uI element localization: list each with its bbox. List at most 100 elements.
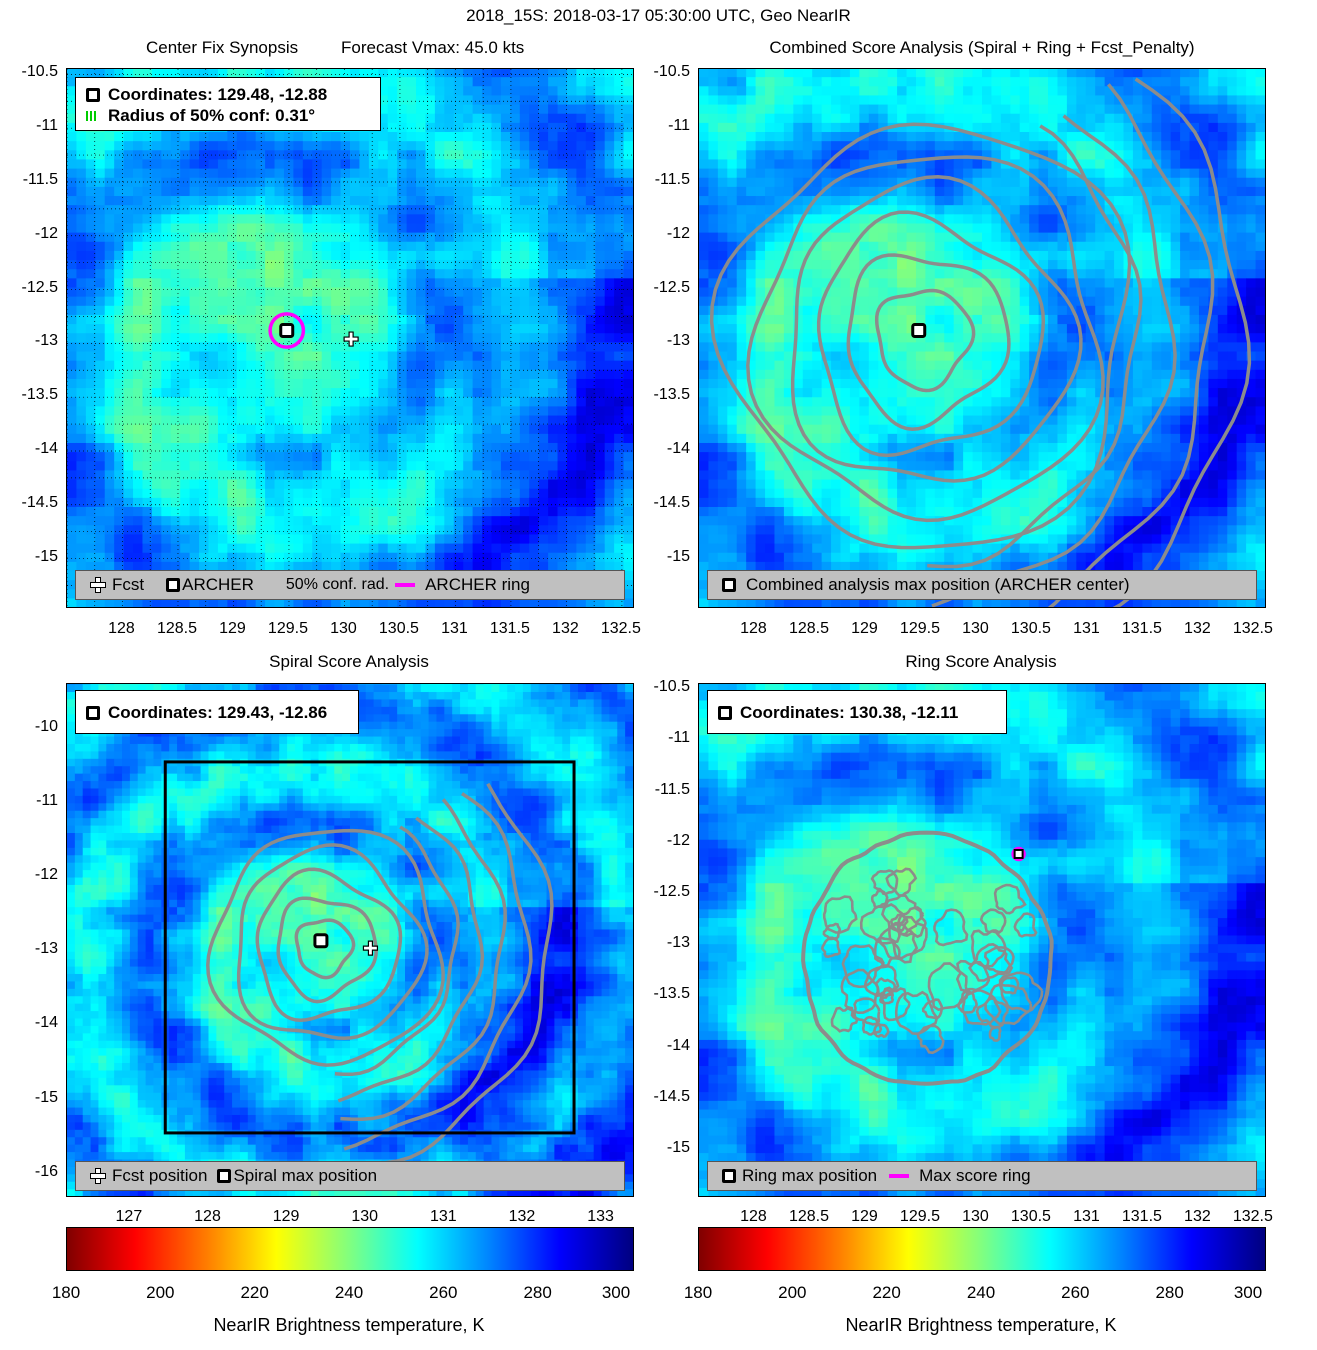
heatmap-cell	[114, 305, 125, 315]
heatmap-cell	[519, 314, 530, 325]
heatmap-cell	[67, 469, 78, 480]
heatmap-cell	[255, 286, 266, 297]
heatmap-cell	[293, 186, 304, 197]
heatmap-cell	[453, 414, 464, 425]
heatmap-cell	[463, 241, 474, 251]
heatmap-cell	[604, 424, 615, 434]
heatmap-cell	[444, 204, 455, 215]
heatmap-cell	[350, 497, 361, 507]
heatmap-cell	[274, 314, 285, 325]
heatmap-cell	[472, 350, 483, 361]
heatmap-cell	[321, 195, 332, 206]
heatmap-cell	[510, 533, 521, 544]
heatmap-cell	[434, 405, 445, 416]
heatmap-cell	[623, 177, 633, 187]
heatmap-cell	[491, 177, 502, 187]
heatmap-cell	[133, 515, 144, 526]
heatmap-cell	[378, 259, 389, 270]
heatmap-cell	[538, 277, 549, 288]
heatmap-cell	[548, 469, 559, 480]
heatmap-cell	[425, 561, 436, 572]
heatmap-cell	[500, 341, 511, 352]
heatmap-cell	[104, 460, 115, 471]
heatmap-cell	[189, 451, 200, 462]
heatmap-cell	[302, 204, 313, 215]
heatmap-cell	[783, 597, 794, 607]
heatmap-cell	[236, 296, 247, 306]
heatmap-cell	[95, 378, 106, 389]
tl-plot-area[interactable]: Coordinates: 129.48, -12.88 Radius of 50…	[66, 68, 634, 608]
heatmap-cell	[868, 506, 879, 517]
heatmap-cell	[604, 497, 615, 507]
heatmap-cell	[302, 232, 313, 242]
heatmap-cell	[812, 332, 823, 343]
heatmap-cell	[491, 122, 502, 133]
heatmap-cell	[453, 305, 464, 315]
heatmap-cell	[783, 469, 794, 480]
heatmap-cell	[133, 414, 144, 425]
heatmap-cell	[538, 552, 549, 562]
heatmap-cell	[897, 506, 908, 517]
heatmap-cell	[189, 314, 200, 325]
heatmap-cell	[463, 396, 474, 407]
heatmap-cell	[170, 478, 181, 489]
heatmap-cell	[151, 597, 162, 607]
heatmap-cell	[350, 396, 361, 407]
heatmap-cell	[906, 296, 917, 306]
heatmap-cell	[265, 204, 276, 215]
heatmap-cell	[142, 158, 153, 169]
heatmap-cell	[255, 524, 266, 535]
tr-plot-area[interactable]: Combined analysis max position (ARCHER c…	[698, 68, 1266, 608]
heatmap-cell	[727, 94, 738, 105]
heatmap-cell	[840, 451, 851, 462]
heatmap-cell	[482, 424, 493, 434]
heatmap-cell	[755, 387, 766, 398]
heatmap-cell	[849, 552, 860, 562]
heatmap-cell	[548, 131, 559, 142]
heatmap-cell	[387, 167, 398, 178]
heatmap-cell	[283, 259, 294, 270]
tl-ytick-label: -14.5	[21, 493, 58, 511]
heatmap-cell	[717, 286, 728, 297]
heatmap-cell	[821, 442, 832, 453]
heatmap-cell	[736, 158, 747, 169]
heatmap-cell	[180, 433, 191, 443]
heatmap-cell	[189, 561, 200, 572]
heatmap-cell	[67, 167, 78, 178]
heatmap-cell	[283, 250, 294, 261]
heatmap-cell	[180, 305, 191, 315]
heatmap-cell	[614, 94, 625, 105]
heatmap-cell	[387, 149, 398, 160]
heatmap-cell	[114, 506, 125, 517]
heatmap-cell	[321, 305, 332, 315]
heatmap-cell	[114, 131, 125, 142]
heatmap-cell	[151, 515, 162, 526]
heatmap-cell	[868, 69, 879, 78]
heatmap-cell	[265, 131, 276, 142]
heatmap-cell	[802, 360, 813, 370]
heatmap-cell	[283, 506, 294, 517]
heatmap-cell	[274, 286, 285, 297]
heatmap-cell	[557, 177, 568, 187]
heatmap-cell	[236, 213, 247, 224]
heatmap-cell	[585, 542, 596, 553]
heatmap-cell	[208, 195, 219, 206]
heatmap-cell	[595, 506, 606, 517]
heatmap-cell	[387, 405, 398, 416]
heatmap-cell	[491, 69, 502, 78]
heatmap-cell	[859, 122, 870, 133]
heatmap-cell	[755, 414, 766, 425]
heatmap-cell	[482, 222, 493, 233]
heatmap-cell	[566, 268, 577, 279]
heatmap-cell	[444, 268, 455, 279]
heatmap-cell	[566, 140, 577, 151]
heatmap-cell	[85, 405, 96, 416]
heatmap-cell	[510, 241, 521, 251]
heatmap-cell	[321, 204, 332, 215]
heatmap-cell	[406, 113, 417, 123]
heatmap-cell	[67, 195, 78, 206]
heatmap-cell	[359, 204, 370, 215]
heatmap-cell	[340, 360, 351, 370]
heatmap-cell	[491, 149, 502, 160]
heatmap-cell	[312, 286, 323, 297]
